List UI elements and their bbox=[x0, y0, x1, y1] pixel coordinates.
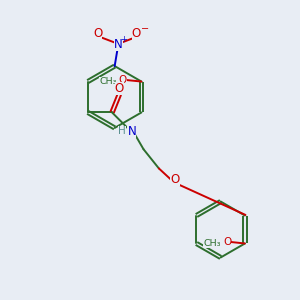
Text: +: + bbox=[120, 35, 127, 44]
Text: CH₃: CH₃ bbox=[99, 77, 117, 86]
Text: N: N bbox=[114, 38, 123, 51]
Text: −: − bbox=[141, 24, 149, 34]
Text: H: H bbox=[118, 126, 126, 136]
Text: CH₃: CH₃ bbox=[203, 239, 221, 248]
Text: O: O bbox=[132, 27, 141, 40]
Text: O: O bbox=[223, 237, 231, 247]
Text: O: O bbox=[93, 27, 102, 40]
Text: O: O bbox=[115, 82, 124, 95]
Text: O: O bbox=[170, 173, 180, 186]
Text: N: N bbox=[128, 125, 136, 138]
Text: O: O bbox=[119, 75, 127, 85]
